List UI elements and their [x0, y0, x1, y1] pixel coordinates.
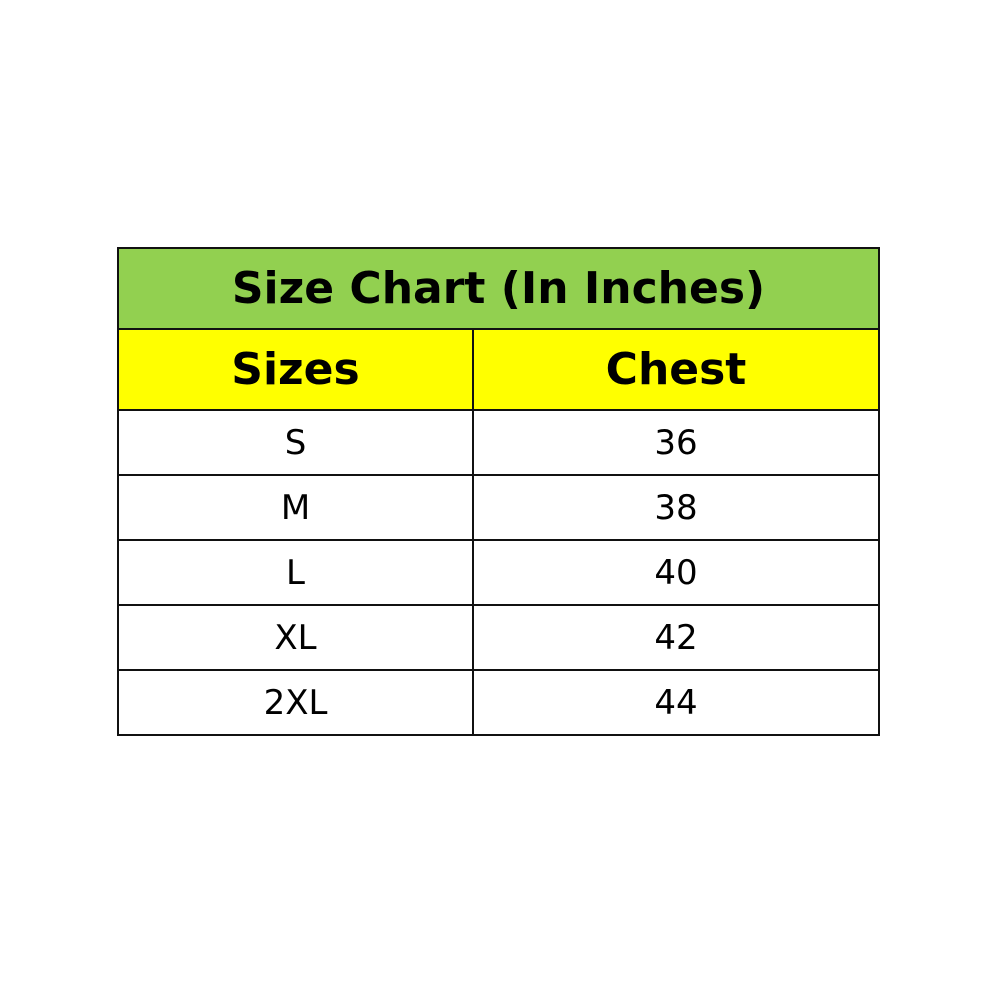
chest-cell: 38 — [472, 474, 880, 541]
chest-cell: 44 — [472, 669, 880, 736]
size-cell: M — [117, 474, 474, 541]
table-row: S 36 — [117, 409, 880, 476]
size-cell: 2XL — [117, 669, 474, 736]
chest-cell: 36 — [472, 409, 880, 476]
size-cell: L — [117, 539, 474, 606]
header-sizes: Sizes — [117, 328, 474, 411]
size-chart-table: Size Chart (In Inches) Sizes Chest S 36 M… — [117, 247, 880, 736]
header-chest: Chest — [472, 328, 880, 411]
chest-cell: 40 — [472, 539, 880, 606]
table-row: L 40 — [117, 539, 880, 606]
chest-cell: 42 — [472, 604, 880, 671]
size-cell: XL — [117, 604, 474, 671]
table-row: 2XL 44 — [117, 669, 880, 736]
table-row: XL 42 — [117, 604, 880, 671]
table-row: M 38 — [117, 474, 880, 541]
size-cell: S — [117, 409, 474, 476]
table-title: Size Chart (In Inches) — [117, 247, 880, 330]
